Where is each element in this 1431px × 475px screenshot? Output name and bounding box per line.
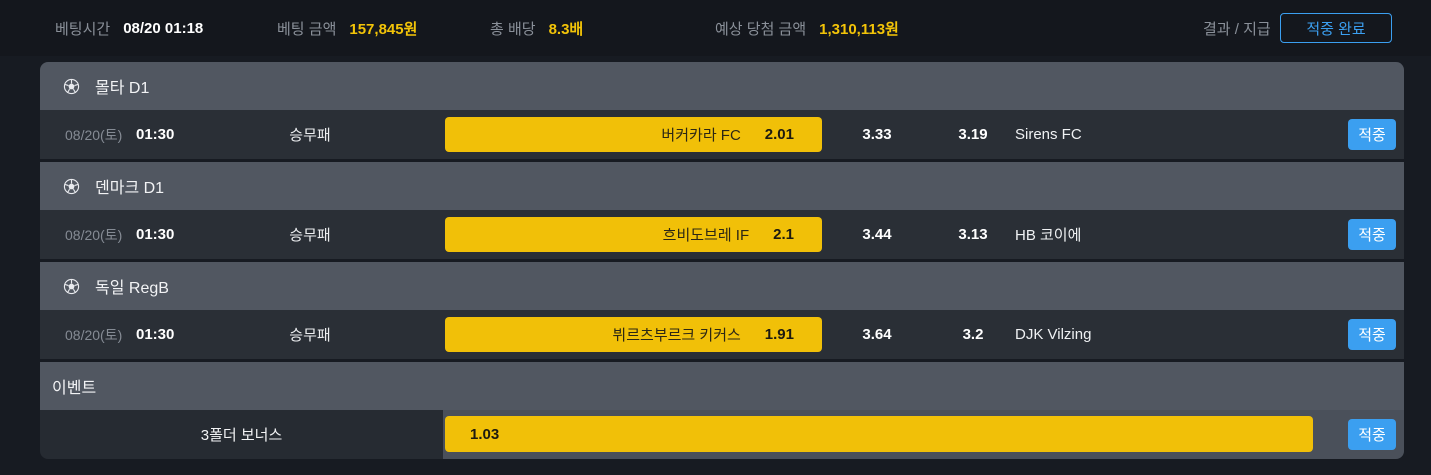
match-date: 08/20(토) <box>65 326 123 343</box>
away-odds: 3.13 <box>958 226 988 243</box>
market-type: 승무패 <box>289 127 331 144</box>
bonus-label: 3폴더 보너스 <box>200 427 283 444</box>
draw-odds: 3.33 <box>862 126 892 143</box>
selected-pick[interactable]: 흐비도브레 IF 2.1 <box>445 217 822 252</box>
pick-odds: 2.01 <box>764 126 794 143</box>
away-team-name: Sirens FC <box>1015 126 1082 143</box>
pick-team-name: 흐비도브레 IF <box>662 227 750 244</box>
bet-amount-label: 베팅 금액 <box>277 20 337 38</box>
match-time: 01:30 <box>136 226 175 243</box>
total-odds-value: 8.3배 <box>548 20 584 38</box>
selected-pick[interactable]: 버커카라 FC 2.01 <box>445 117 822 152</box>
bonus-odds: 1.03 <box>470 425 500 443</box>
selected-pick[interactable]: 뷔르츠부르크 키커스 1.91 <box>445 317 822 352</box>
expected-win-value: 1,310,113원 <box>819 20 899 38</box>
league-title: 몰타 D1 <box>95 80 150 97</box>
hit-badge-button[interactable]: 적중 <box>1348 119 1396 150</box>
bet-time-label: 베팅시간 <box>55 20 111 38</box>
match-time: 01:30 <box>136 126 175 143</box>
match-row: 08/20(토) 01:30 승무패 뷔르츠부르크 키커스 1.91 3.64 … <box>40 310 1404 359</box>
expected-win-label: 예상 당첨 금액 <box>715 20 807 38</box>
pick-team-name: 버커카라 FC <box>661 127 741 144</box>
total-odds-label: 총 배당 <box>490 20 536 38</box>
bonus-row: 3폴더 보너스 1.03 적중 <box>40 410 1404 459</box>
result-payout-label: 결과 / 지급 <box>1203 20 1271 38</box>
hit-badge-button[interactable]: 적중 <box>1348 219 1396 250</box>
match-time: 01:30 <box>136 326 175 343</box>
soccer-ball-icon <box>63 178 80 195</box>
league-section: 몰타 D1 08/20(토) 01:30 승무패 버커카라 FC 2.01 3.… <box>40 62 1404 159</box>
bet-time-value: 08/20 01:18 <box>123 19 204 37</box>
bet-amount-group: 베팅 금액 157,845원 <box>277 0 417 56</box>
draw-odds: 3.64 <box>862 326 892 343</box>
pick-odds: 1.91 <box>764 326 794 343</box>
pick-odds: 2.1 <box>773 226 794 243</box>
bet-time-group: 베팅시간 08/20 01:18 <box>55 0 203 56</box>
bet-slip-board: 몰타 D1 08/20(토) 01:30 승무패 버커카라 FC 2.01 3.… <box>40 62 1404 459</box>
expected-win-group: 예상 당첨 금액 1,310,113원 <box>715 0 899 56</box>
away-odds: 3.2 <box>962 326 984 343</box>
match-row: 08/20(토) 01:30 승무패 흐비도브레 IF 2.1 3.44 3.1… <box>40 210 1404 259</box>
bonus-odds-bar[interactable]: 1.03 <box>445 416 1313 452</box>
soccer-ball-icon <box>63 278 80 295</box>
bet-amount-value: 157,845원 <box>349 20 418 38</box>
hit-badge-button[interactable]: 적중 <box>1348 419 1396 450</box>
market-type: 승무패 <box>289 327 331 344</box>
event-section: 이벤트 3폴더 보너스 1.03 적중 <box>40 362 1404 459</box>
match-row: 08/20(토) 01:30 승무패 버커카라 FC 2.01 3.33 3.1… <box>40 110 1404 159</box>
league-header: 덴마크 D1 <box>40 162 1404 210</box>
match-date: 08/20(토) <box>65 226 123 243</box>
soccer-ball-icon <box>63 78 80 95</box>
result-payout-group: 결과 / 지급 <box>1203 0 1271 56</box>
draw-odds: 3.44 <box>862 226 892 243</box>
league-title: 덴마크 D1 <box>95 180 165 197</box>
league-section: 독일 RegB 08/20(토) 01:30 승무패 뷔르츠부르크 키커스 1.… <box>40 262 1404 359</box>
match-date: 08/20(토) <box>65 126 123 143</box>
pick-team-name: 뷔르츠부르크 키커스 <box>612 327 741 344</box>
event-header: 이벤트 <box>40 362 1404 410</box>
away-odds: 3.19 <box>958 126 988 143</box>
league-section: 덴마크 D1 08/20(토) 01:30 승무패 흐비도브레 IF 2.1 3… <box>40 162 1404 259</box>
league-header: 몰타 D1 <box>40 62 1404 110</box>
hit-badge-button[interactable]: 적중 <box>1348 319 1396 350</box>
league-header: 독일 RegB <box>40 262 1404 310</box>
market-type: 승무패 <box>289 227 331 244</box>
total-odds-group: 총 배당 8.3배 <box>490 0 583 56</box>
hit-complete-button[interactable]: 적중 완료 <box>1280 13 1392 43</box>
away-team-name: DJK Vilzing <box>1015 326 1092 343</box>
league-title: 독일 RegB <box>95 280 169 297</box>
event-title: 이벤트 <box>52 380 97 397</box>
bet-summary-bar: 베팅시간 08/20 01:18 베팅 금액 157,845원 총 배당 8.3… <box>0 0 1431 56</box>
away-team-name: HB 코이에 <box>1015 227 1082 244</box>
